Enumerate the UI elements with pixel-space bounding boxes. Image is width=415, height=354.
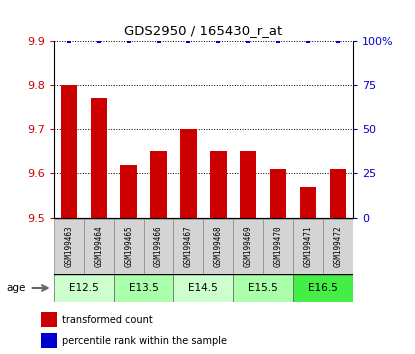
Text: GSM199465: GSM199465 (124, 225, 133, 267)
Bar (114, 274, 173, 302)
Text: percentile rank within the sample: percentile rank within the sample (62, 336, 227, 346)
Bar (233, 219, 263, 274)
Text: E13.5: E13.5 (129, 283, 159, 293)
Bar (330, 169, 346, 218)
Bar (263, 219, 293, 274)
Bar (233, 274, 293, 302)
Bar (54, 274, 114, 302)
Text: age: age (6, 283, 26, 293)
Bar (300, 187, 316, 218)
Bar (150, 152, 167, 218)
Bar (203, 219, 233, 274)
Text: E12.5: E12.5 (69, 283, 99, 293)
Bar (84, 219, 114, 274)
Bar (173, 274, 233, 302)
Bar (90, 98, 107, 218)
Bar (120, 165, 137, 218)
Bar (323, 219, 353, 274)
Bar (293, 219, 323, 274)
Text: transformed count: transformed count (62, 315, 153, 325)
Bar (180, 129, 197, 218)
Bar (240, 152, 256, 218)
Bar (61, 85, 77, 218)
Text: GSM199469: GSM199469 (244, 225, 253, 267)
Text: GSM199464: GSM199464 (94, 225, 103, 267)
Text: E14.5: E14.5 (188, 283, 218, 293)
Bar (41, 333, 57, 348)
Text: GSM199466: GSM199466 (154, 225, 163, 267)
Text: GSM199470: GSM199470 (273, 225, 283, 267)
Text: E16.5: E16.5 (308, 283, 338, 293)
Text: E15.5: E15.5 (248, 283, 278, 293)
Bar (144, 219, 173, 274)
Bar (270, 169, 286, 218)
Text: GSM199467: GSM199467 (184, 225, 193, 267)
Text: GSM199471: GSM199471 (303, 225, 312, 267)
Title: GDS2950 / 165430_r_at: GDS2950 / 165430_r_at (124, 24, 283, 37)
Text: GSM199468: GSM199468 (214, 225, 223, 267)
Bar (41, 312, 57, 327)
Bar (173, 219, 203, 274)
Bar (54, 219, 84, 274)
Text: GSM199472: GSM199472 (333, 225, 342, 267)
Text: GSM199463: GSM199463 (64, 225, 73, 267)
Bar (210, 152, 227, 218)
Bar (293, 274, 353, 302)
Bar (114, 219, 144, 274)
